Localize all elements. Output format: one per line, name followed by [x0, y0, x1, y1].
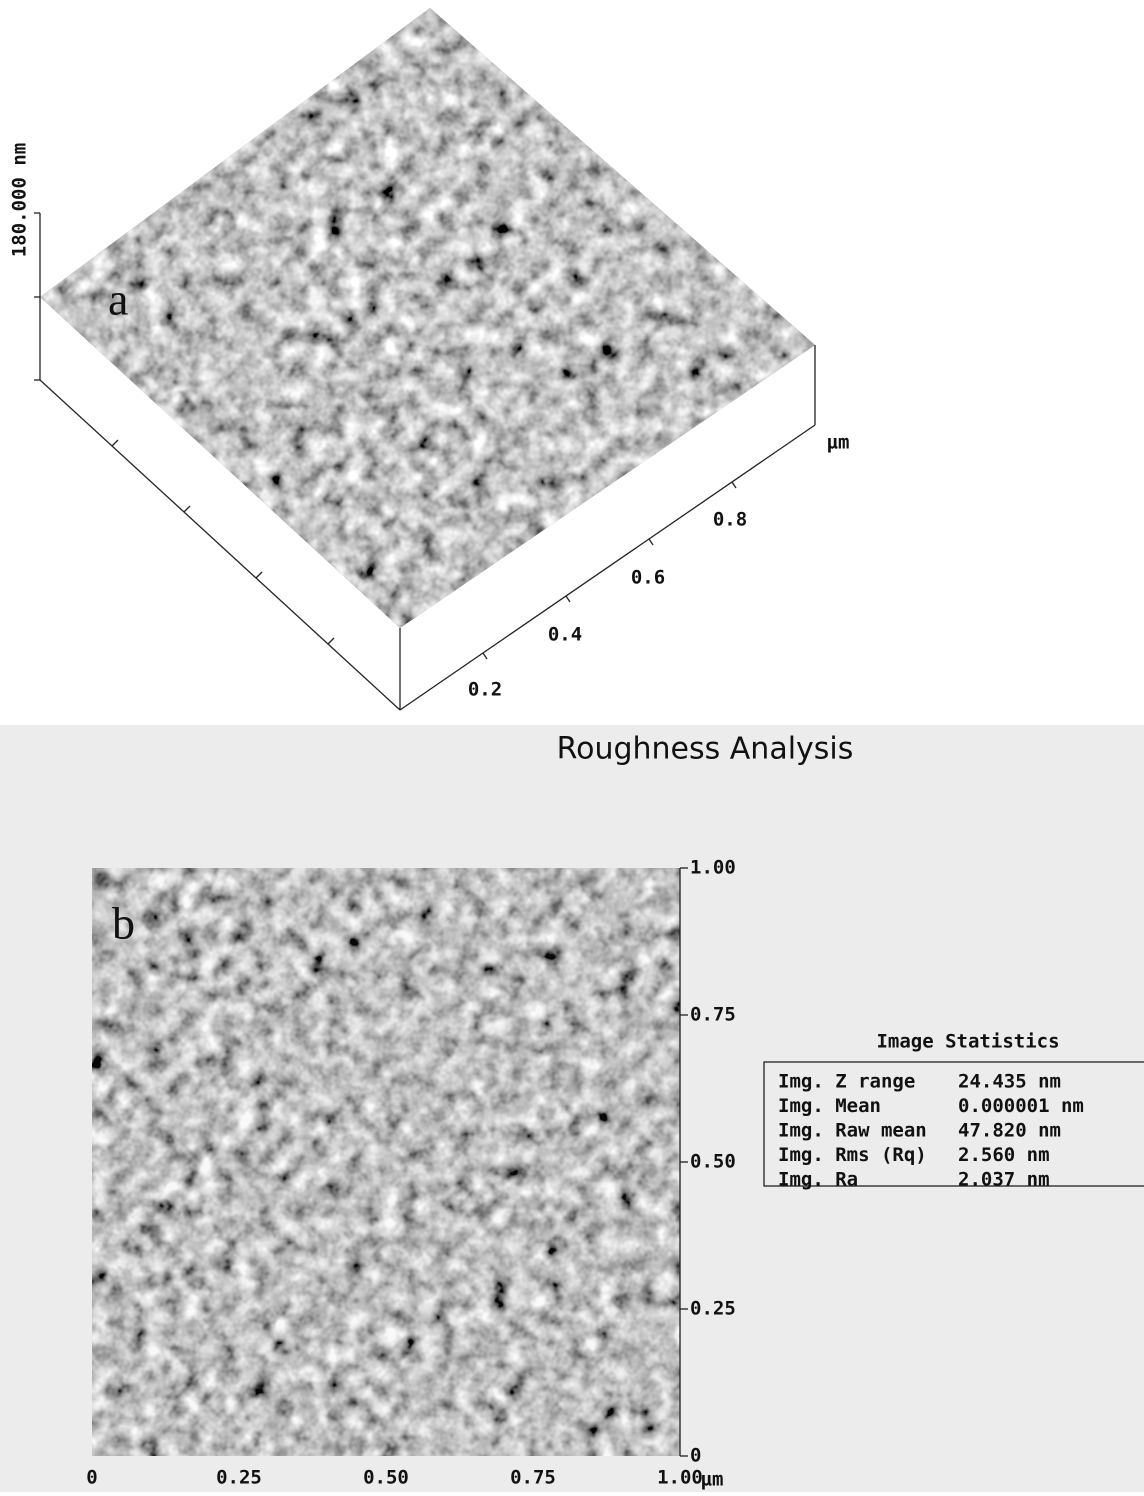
stat-label: Img. Mean: [778, 1095, 881, 1117]
surface-3d: [30, 0, 830, 640]
stat-value: 47.820 nm: [958, 1120, 1061, 1142]
stats-title: Image Statistics: [876, 1031, 1059, 1053]
x-tick-label: 0.4: [548, 624, 582, 646]
y-tick-label: 0.50: [690, 1151, 736, 1173]
x-tick-label: 0: [86, 1467, 97, 1489]
figure: a 180.000 nm µm Roughness Analysis b Ima…: [0, 0, 1144, 1492]
x-tick-label: 0.25: [216, 1467, 262, 1489]
z-scale-label: 180.000 nm: [9, 143, 31, 257]
x-unit: µm: [827, 432, 850, 454]
stat-value: 2.037 nm: [958, 1169, 1050, 1191]
x-tick-label: 0.75: [510, 1467, 556, 1489]
y-tick-label: 0.25: [690, 1298, 736, 1320]
stat-value: 24.435 nm: [958, 1071, 1061, 1093]
title: Roughness Analysis: [557, 732, 854, 767]
stat-label: Img. Ra: [778, 1169, 858, 1191]
stat-value: 2.560 nm: [958, 1144, 1050, 1166]
y-tick-label: 1.00: [690, 857, 736, 879]
y-tick-label: 0: [690, 1445, 701, 1467]
x-unit: µm: [701, 1469, 724, 1491]
panel-label: b: [112, 898, 135, 949]
panel-label: a: [108, 274, 128, 325]
x-tick-label: 0.2: [468, 679, 502, 701]
stat-label: Img. Z range: [778, 1071, 915, 1093]
x-tick-label: 0.6: [631, 567, 665, 589]
stat-label: Img. Raw mean: [778, 1120, 927, 1142]
x-tick-label: 1.00: [657, 1467, 703, 1489]
afm-texture: [92, 868, 680, 1456]
page: {"panel_a":{"label":"a","z_scale":"180.0…: [0, 0, 1144, 1492]
x-tick-label: 0.50: [363, 1467, 409, 1489]
stat-value: 0.000001 nm: [958, 1095, 1084, 1117]
stat-label: Img. Rms (Rq): [778, 1144, 927, 1166]
x-tick-label: 0.8: [713, 509, 747, 531]
y-tick-label: 0.75: [690, 1004, 736, 1026]
